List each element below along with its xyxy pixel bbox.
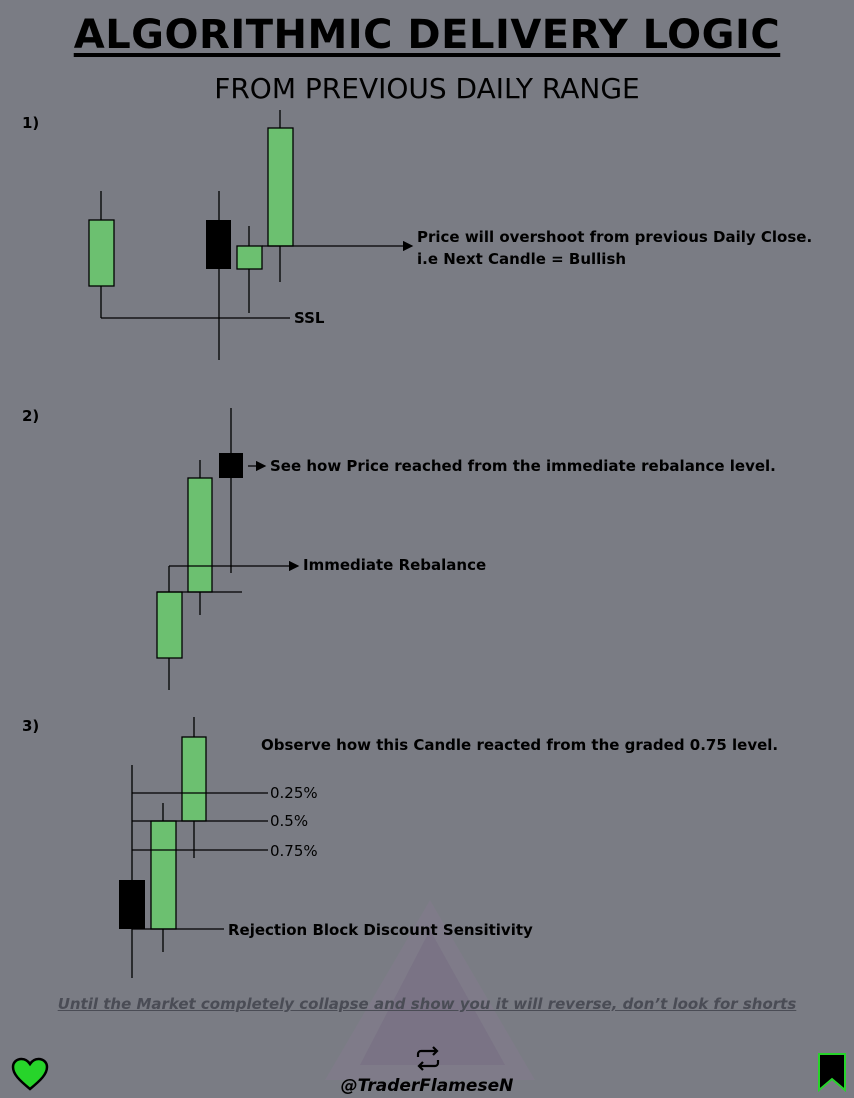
section-number: 3) bbox=[22, 717, 40, 735]
section-number: 1) bbox=[22, 114, 40, 132]
rebalance-label: Immediate Rebalance bbox=[303, 556, 487, 574]
bullish-label: i.e Next Candle = Bullish bbox=[417, 250, 627, 268]
watermark-graphic bbox=[325, 900, 535, 1080]
bullish-candle bbox=[187, 477, 213, 593]
bearish-candle bbox=[219, 453, 243, 478]
bearish-candle bbox=[119, 880, 145, 929]
level-label-05: 0.5% bbox=[270, 812, 309, 830]
repost-icon[interactable] bbox=[414, 1046, 442, 1072]
level-label-025: 0.25% bbox=[270, 784, 318, 802]
observe-label: Observe how this Candle reacted from the… bbox=[261, 736, 779, 754]
bookmark-icon[interactable] bbox=[817, 1052, 847, 1092]
bullish-candle bbox=[156, 591, 183, 659]
bullish-candle bbox=[88, 219, 115, 287]
page-subtitle: FROM PREVIOUS DAILY RANGE bbox=[214, 72, 640, 105]
footer-note: Until the Market completely collapse and… bbox=[57, 995, 797, 1013]
bullish-candle bbox=[150, 820, 177, 930]
ssl-label: SSL bbox=[294, 309, 325, 327]
heart-icon[interactable] bbox=[11, 1057, 49, 1091]
bullish-candle bbox=[267, 127, 294, 247]
bearish-candle bbox=[206, 220, 231, 269]
section-2-diagram bbox=[156, 408, 300, 690]
author-handle: @TraderFlameseN bbox=[340, 1076, 514, 1096]
rejection-label: Rejection Block Discount Sensitivity bbox=[228, 921, 533, 939]
page-title: ALGORITHMIC DELIVERY LOGIC bbox=[73, 12, 781, 58]
see-how-label: See how Price reached from the immediate… bbox=[270, 457, 776, 475]
level-label-075: 0.75% bbox=[270, 842, 318, 860]
section-number: 2) bbox=[22, 407, 40, 425]
section-3-diagram bbox=[119, 717, 268, 978]
bullish-candle bbox=[236, 245, 263, 270]
overshoot-label: Price will overshoot from previous Daily… bbox=[417, 228, 813, 246]
bullish-candle bbox=[181, 736, 207, 822]
section-1-diagram bbox=[88, 110, 414, 360]
